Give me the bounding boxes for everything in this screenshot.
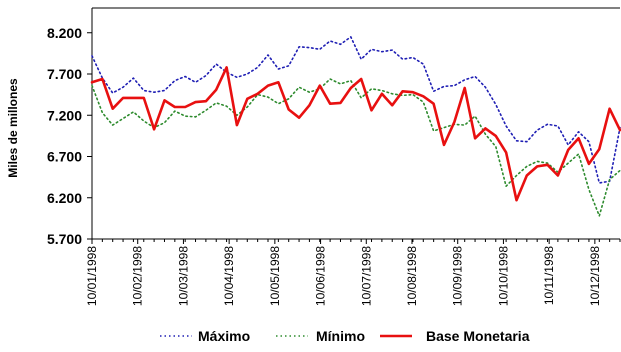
x-tick-label: 10/09/1998 <box>451 246 465 306</box>
series-line-2 <box>90 66 621 202</box>
x-tick-label: 10/01/1998 <box>85 246 99 306</box>
x-tick-label: 10/12/1998 <box>588 246 602 306</box>
y-tick-label: 5.700 <box>47 231 82 247</box>
y-axis-title: Miles de millones <box>6 78 20 178</box>
y-tick-label: 6.700 <box>47 149 82 165</box>
series-line-1 <box>91 78 621 217</box>
x-tick-label: 10/02/1998 <box>131 246 145 306</box>
x-tick-label: 10/11/1998 <box>542 246 556 305</box>
x-tick-label: 10/06/1998 <box>314 246 328 306</box>
y-tick-label: 8.200 <box>47 25 82 41</box>
x-tick-label: 10/05/1998 <box>268 246 282 306</box>
legend-label-2: Base Monetaria <box>426 328 530 344</box>
series-line-0 <box>91 36 621 184</box>
x-tick-label: 10/07/1998 <box>359 246 373 306</box>
x-tick-label: 10/04/1998 <box>222 246 236 306</box>
y-tick-label: 6.200 <box>47 190 82 206</box>
x-tick-label: 10/03/1998 <box>176 246 190 306</box>
y-tick-label: 7.700 <box>47 66 82 82</box>
x-tick-label: 10/08/1998 <box>405 246 419 306</box>
legend-label-0: Máximo <box>198 328 250 344</box>
legend-label-1: Mínimo <box>316 328 365 344</box>
y-tick-label: 7.200 <box>47 107 82 123</box>
x-tick-label: 10/10/1998 <box>496 246 510 306</box>
